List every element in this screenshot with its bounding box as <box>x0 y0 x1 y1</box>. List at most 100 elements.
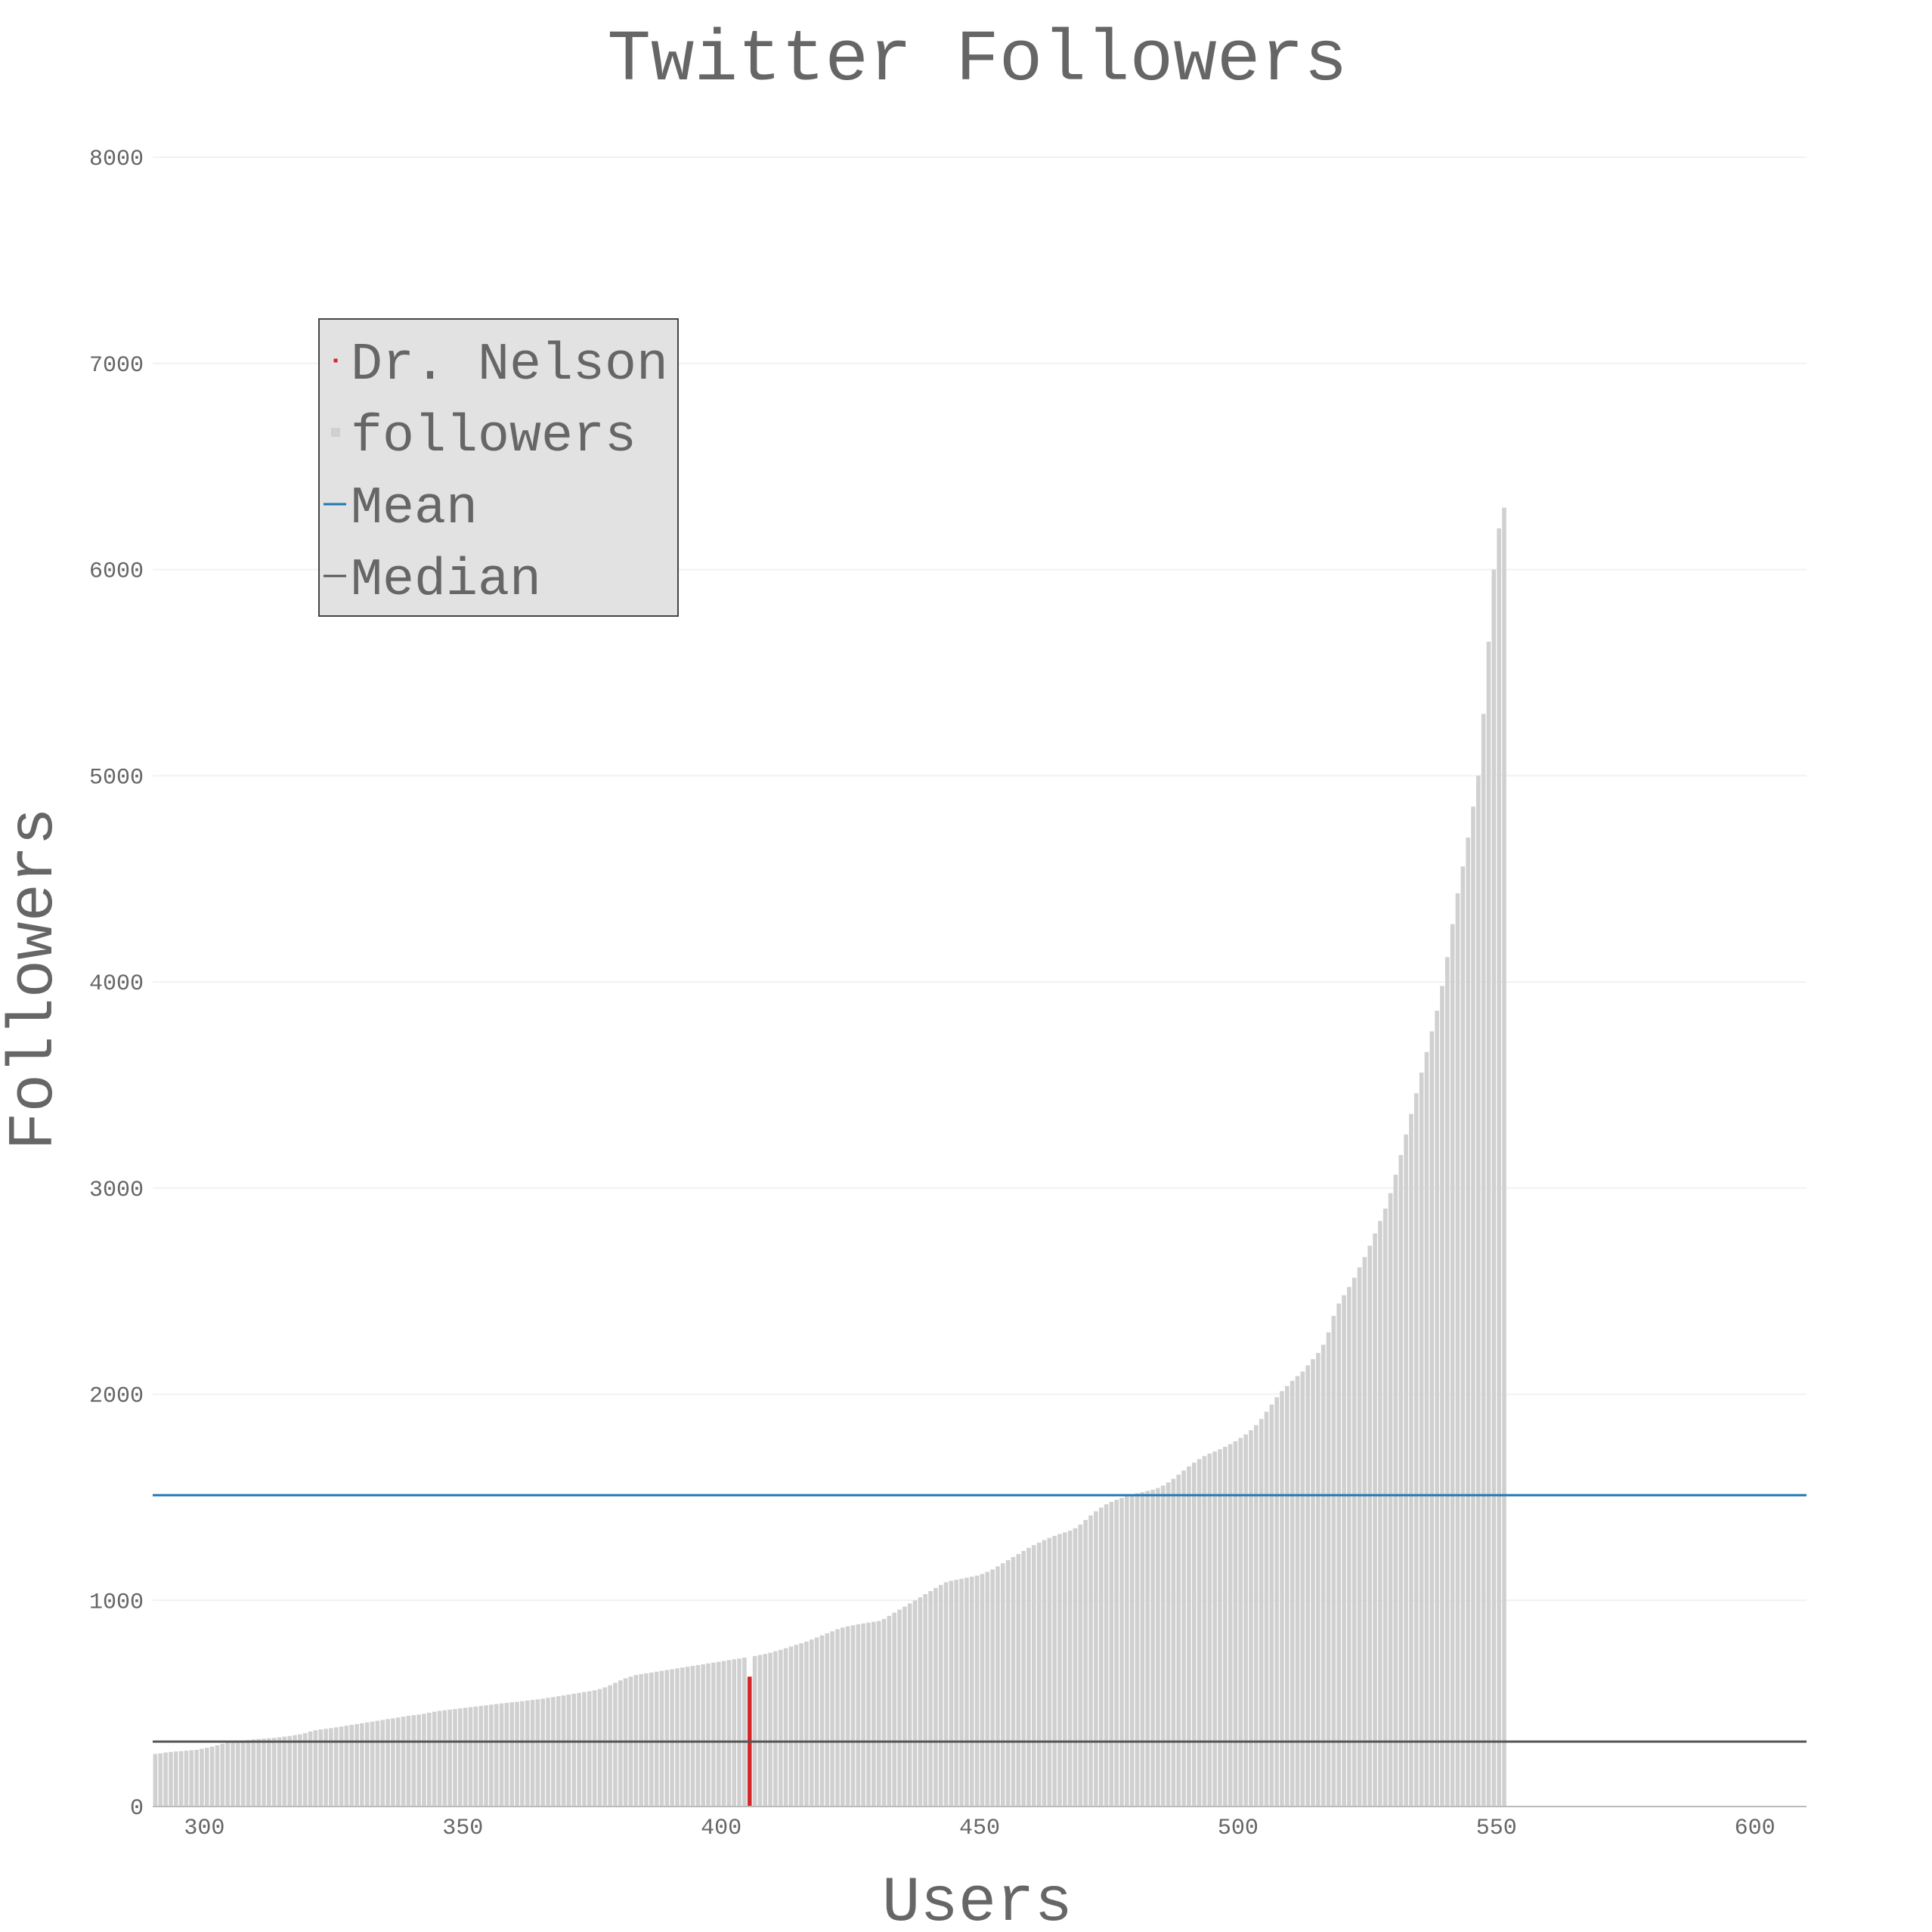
bar <box>602 1687 608 1807</box>
bar <box>271 1738 277 1807</box>
bar <box>768 1652 772 1807</box>
bar <box>788 1646 794 1807</box>
bar <box>293 1735 297 1807</box>
bar <box>1460 866 1466 1807</box>
bar <box>732 1659 737 1807</box>
bar <box>613 1683 618 1807</box>
legend: Dr. Nelson followers Mean Median <box>318 318 679 617</box>
bar <box>267 1738 271 1807</box>
bar <box>1336 1303 1342 1807</box>
x-tick-label: 350 <box>442 1816 483 1841</box>
bar <box>664 1670 670 1807</box>
bar <box>251 1739 256 1807</box>
bar <box>535 1699 540 1807</box>
legend-box <box>318 318 679 617</box>
bar <box>1243 1434 1248 1807</box>
bar <box>370 1721 375 1807</box>
bar <box>644 1673 649 1807</box>
bar <box>907 1603 912 1807</box>
bar <box>1135 1493 1140 1807</box>
bar <box>1083 1519 1088 1807</box>
bar <box>184 1751 189 1807</box>
y-tick-label: 2000 <box>89 1384 144 1410</box>
bar <box>659 1670 664 1807</box>
bar <box>861 1623 865 1807</box>
bar <box>395 1717 401 1807</box>
bar <box>355 1723 359 1807</box>
bar <box>1382 1209 1388 1807</box>
bar <box>1476 776 1481 1807</box>
bar <box>442 1710 447 1807</box>
bar <box>649 1672 654 1807</box>
legend-swatch <box>331 428 340 437</box>
bar <box>1197 1459 1202 1807</box>
bar <box>1491 569 1497 1807</box>
bar <box>1067 1531 1073 1807</box>
bar <box>773 1651 778 1807</box>
bar <box>974 1575 980 1807</box>
bar <box>841 1627 845 1807</box>
bar <box>209 1746 215 1807</box>
bar <box>1450 924 1455 1807</box>
bar <box>468 1707 473 1807</box>
bar <box>1429 1031 1435 1807</box>
bar <box>990 1569 995 1807</box>
bar <box>236 1741 240 1807</box>
bar <box>1285 1386 1290 1807</box>
bar <box>1176 1474 1181 1807</box>
bar <box>262 1738 266 1807</box>
bar <box>173 1751 178 1807</box>
bar <box>494 1704 499 1807</box>
bar <box>752 1655 757 1807</box>
bar <box>1109 1501 1114 1807</box>
bar <box>231 1742 235 1807</box>
bar <box>1145 1491 1150 1807</box>
bar <box>1088 1515 1093 1807</box>
bar <box>757 1655 763 1807</box>
bar <box>1005 1560 1011 1807</box>
bar <box>432 1711 437 1807</box>
x-tick-label: 450 <box>959 1816 1000 1841</box>
bar <box>1351 1277 1357 1807</box>
bar <box>1218 1449 1222 1807</box>
bar <box>670 1669 674 1807</box>
x-tick-label: 500 <box>1218 1816 1259 1841</box>
bar <box>256 1738 261 1807</box>
bar <box>830 1631 834 1807</box>
bar <box>1026 1547 1031 1807</box>
bar <box>163 1752 168 1807</box>
bar <box>980 1574 985 1807</box>
bar <box>866 1622 871 1807</box>
bar <box>287 1735 292 1807</box>
bar <box>204 1748 209 1807</box>
bar <box>737 1658 742 1807</box>
bar <box>360 1723 364 1807</box>
bar <box>587 1691 592 1807</box>
bar <box>1342 1295 1346 1807</box>
y-tick-label: 7000 <box>89 353 144 379</box>
legend-item-mean: Mean <box>324 479 478 539</box>
bar <box>561 1695 566 1807</box>
bar <box>825 1633 830 1807</box>
bar <box>375 1720 380 1807</box>
bar <box>985 1571 990 1807</box>
bar <box>1373 1233 1377 1807</box>
bar <box>318 1729 324 1807</box>
bar <box>194 1749 199 1807</box>
y-tick-label: 5000 <box>89 765 144 791</box>
bar <box>1497 528 1501 1807</box>
x-tick-label: 400 <box>701 1816 742 1841</box>
bar <box>1160 1485 1166 1807</box>
bar <box>850 1625 856 1807</box>
bar <box>509 1701 515 1807</box>
legend-label: Mean <box>351 479 478 539</box>
bar <box>1409 1113 1413 1807</box>
y-tick-label: 0 <box>130 1796 144 1822</box>
y-tick-label: 4000 <box>89 971 144 997</box>
bar <box>618 1680 623 1807</box>
bar <box>1021 1550 1026 1807</box>
bar <box>478 1705 483 1807</box>
legend-label: followers <box>351 407 636 467</box>
bar <box>794 1645 799 1807</box>
bar <box>804 1641 809 1807</box>
